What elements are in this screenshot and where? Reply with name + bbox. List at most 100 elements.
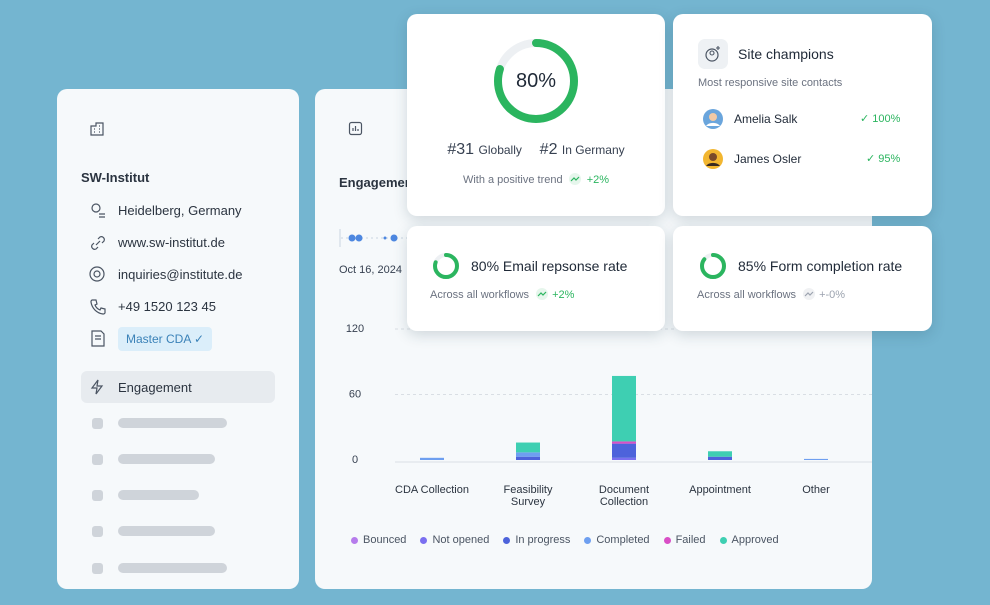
x-tick-label: Other — [802, 484, 830, 496]
email[interactable]: inquiries@institute.de — [118, 267, 243, 282]
badge-text: Master CDA — [126, 332, 191, 346]
placeholder — [118, 418, 227, 428]
rate-title: 80% Email repsonse rate — [471, 258, 628, 274]
trend-icon — [568, 173, 581, 185]
avatar — [703, 149, 723, 169]
placeholder — [92, 454, 103, 465]
phone: +49 1520 123 45 — [118, 299, 216, 314]
placeholder — [92, 526, 103, 537]
score-label: 80% — [515, 70, 557, 92]
trend-line — [804, 291, 814, 297]
ring-progress — [433, 253, 459, 279]
legend-swatch — [584, 536, 592, 544]
score-ring — [494, 39, 578, 123]
y-tick-label: 60 — [349, 388, 361, 400]
bar-segment — [612, 375, 636, 442]
bar-segment — [516, 442, 540, 453]
legend-item: Bounced — [351, 534, 406, 546]
legend-swatch — [719, 536, 727, 544]
legend-label: Bounced — [363, 534, 407, 546]
champions-title: Site champions — [738, 46, 834, 62]
badge: Master CDA ✓ — [118, 327, 213, 351]
bar-segment — [516, 452, 540, 457]
rate-subtitle: Across all workflows — [430, 289, 530, 301]
website[interactable]: www.sw-institut.de — [118, 235, 225, 250]
rate-sub-row: Across all workflows +-0% — [697, 288, 845, 301]
panel-title: Engagement — [339, 175, 418, 190]
legend-label: Not opened — [432, 534, 490, 546]
ranks: #31 Globally #2 In Germany — [407, 141, 665, 159]
placeholder — [92, 418, 103, 429]
placeholder — [92, 563, 103, 574]
location-icon — [91, 203, 105, 218]
placeholder — [118, 526, 215, 536]
legend-label: In progress — [515, 534, 571, 546]
rate-ring — [433, 253, 459, 279]
building-icon — [90, 122, 104, 136]
person-name: James Osler — [734, 152, 802, 166]
trend-text: With a positive trend — [462, 174, 563, 186]
rate-ring — [700, 253, 726, 279]
placeholder — [118, 490, 199, 500]
avatar — [703, 109, 723, 129]
bar-segment — [516, 456, 540, 460]
trend-icon — [803, 288, 816, 300]
placeholder — [92, 490, 103, 501]
bar-segment — [612, 457, 636, 460]
bar-segment — [708, 451, 732, 457]
phone-icon — [90, 299, 106, 315]
rate-card — [407, 226, 665, 331]
bar-segment — [708, 456, 732, 460]
chart-icon — [348, 121, 363, 136]
x-tick-label: Appointment — [689, 484, 751, 496]
global-label: Globally — [478, 143, 522, 157]
bar-segment — [804, 458, 828, 460]
person-name: Amelia Salk — [734, 112, 798, 126]
champions-subtitle: Most responsive site contacts — [698, 77, 843, 89]
global-rank: #31 — [447, 141, 475, 158]
y-tick-label: 120 — [346, 323, 364, 335]
x-tick-label: Document Collection — [598, 484, 650, 508]
trend-value: +2% — [586, 174, 610, 186]
bolt-icon — [90, 379, 104, 395]
country-label: In Germany — [561, 143, 625, 157]
legend-item: Completed — [584, 534, 650, 546]
bar-segment — [612, 441, 636, 444]
ring-progress — [494, 39, 578, 123]
link-icon — [91, 236, 105, 250]
legend-item: Approved — [719, 534, 779, 546]
person-rate: 95% — [878, 153, 901, 165]
legend-label: Failed — [675, 534, 706, 546]
location: Heidelberg, Germany — [118, 203, 242, 218]
bar-segment — [420, 457, 444, 460]
legend-swatch — [420, 536, 428, 544]
person-rate-row: ✓ 95% — [866, 153, 901, 165]
nav-active[interactable] — [81, 371, 275, 403]
email-icon — [89, 266, 105, 282]
timeline — [339, 229, 409, 247]
placeholder — [118, 454, 215, 464]
legend-swatch — [663, 536, 671, 544]
y-tick-label: 0 — [352, 454, 358, 466]
x-tick-label: Feasibility Survey — [503, 484, 553, 508]
rate-trend: +2% — [552, 289, 575, 301]
person-rate: 100% — [872, 113, 901, 125]
rate-subtitle: Across all workflows — [697, 289, 797, 301]
legend-item: Failed — [663, 534, 706, 546]
x-tick-label: CDA Collection — [395, 484, 469, 496]
org-name: SW-Institut — [81, 170, 150, 185]
legend-swatch — [503, 536, 511, 544]
legend-swatch — [351, 536, 358, 544]
country-rank: #2 — [539, 141, 558, 158]
champion-icon — [698, 39, 728, 69]
legend-label: Approved — [731, 534, 779, 546]
rate-sub-row: Across all workflows +2% — [430, 288, 574, 301]
legend: Bounced Not opened In progress Completed Fai… — [351, 534, 779, 546]
placeholder — [118, 563, 227, 573]
legend-label: Completed — [596, 534, 650, 546]
nav-label[interactable]: Engagement — [118, 380, 192, 395]
document-icon — [91, 330, 105, 347]
trend-icon — [536, 288, 549, 300]
ring-progress — [700, 253, 726, 279]
